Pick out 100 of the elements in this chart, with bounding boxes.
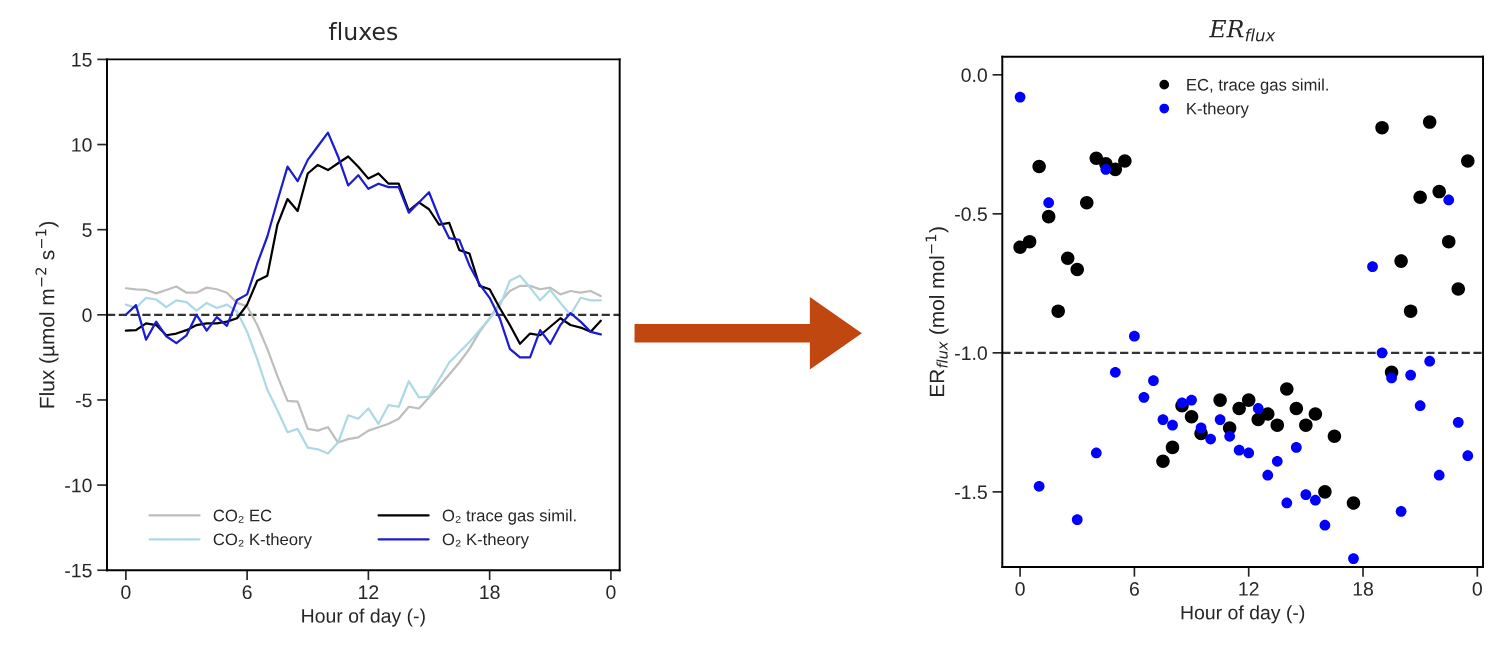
- y-tick-label: -1.0: [955, 346, 987, 361]
- point: [1213, 393, 1227, 407]
- point: [1167, 419, 1178, 431]
- x-tick-label: 6: [1129, 582, 1139, 596]
- y-tick-label: -1.5: [955, 485, 987, 500]
- legend-label: CO₂ EC: [213, 509, 272, 523]
- point: [1109, 366, 1121, 378]
- point: [1346, 496, 1361, 510]
- point: [1260, 407, 1275, 421]
- x-tick-label: 0: [1015, 582, 1025, 596]
- y-tick-label: 0.0: [961, 68, 987, 83]
- point: [1138, 391, 1150, 403]
- point: [1233, 444, 1245, 456]
- point: [1289, 401, 1304, 416]
- y-tick-label: 10: [72, 138, 92, 152]
- legend-label: O₂ trace gas simil.: [442, 509, 576, 525]
- point: [1090, 447, 1102, 459]
- point: [1118, 154, 1132, 168]
- point: [1270, 418, 1285, 432]
- point: [1348, 553, 1359, 564]
- chart-title: fluxes: [328, 22, 398, 41]
- point: [1100, 163, 1112, 175]
- point: [1156, 454, 1170, 469]
- point: [1022, 234, 1037, 249]
- point: [1376, 347, 1388, 359]
- line-series: [124, 131, 602, 359]
- line-series: [124, 155, 602, 345]
- point: [1165, 440, 1180, 455]
- point: [1424, 355, 1436, 367]
- point: [1462, 450, 1474, 462]
- point: [1367, 261, 1378, 273]
- point: [1299, 418, 1313, 432]
- legend-label: O₂ K-theory: [442, 533, 529, 549]
- chart-title: ER$_{flux}$: [1209, 20, 1276, 42]
- x-tick-label: 0: [606, 585, 616, 600]
- point: [1195, 422, 1207, 434]
- point: [1461, 154, 1475, 168]
- point: [1280, 382, 1294, 396]
- legend-label: K-theory: [1187, 102, 1249, 118]
- x-axis-title: Hour of day (-): [1181, 605, 1305, 624]
- point: [1080, 195, 1094, 210]
- point: [1319, 519, 1331, 531]
- point: [1243, 447, 1255, 459]
- x-tick-label: 18: [480, 585, 500, 600]
- point: [1310, 494, 1321, 506]
- x-tick-label: 6: [242, 585, 252, 600]
- point: [1394, 254, 1408, 268]
- point: [1252, 403, 1264, 414]
- point: [1452, 416, 1464, 428]
- y-tick-label: -15: [65, 563, 92, 578]
- point: [1441, 234, 1456, 249]
- point: [1432, 184, 1446, 199]
- point: [1318, 485, 1332, 499]
- x-tick-label: 12: [359, 585, 379, 599]
- point: [1176, 397, 1188, 409]
- point: [1157, 414, 1169, 425]
- point: [1129, 330, 1140, 342]
- point: [1184, 410, 1199, 424]
- x-tick-label: 18: [1353, 582, 1373, 596]
- point: [1405, 369, 1417, 381]
- point: [1041, 209, 1056, 224]
- point: [1413, 190, 1427, 204]
- y-tick-label: -10: [65, 478, 92, 493]
- point: [1422, 115, 1437, 129]
- point: [1300, 489, 1312, 501]
- point: [1241, 393, 1256, 407]
- point: [1386, 372, 1397, 384]
- y-tick-label: 0: [82, 308, 92, 323]
- legend-label: CO₂ K-theory: [213, 533, 312, 549]
- x-tick-label: 0: [1472, 582, 1482, 596]
- y-tick-label: -0.5: [955, 207, 987, 222]
- point: [1433, 469, 1445, 481]
- point: [1290, 442, 1302, 453]
- point: [1214, 414, 1226, 425]
- point: [1070, 262, 1085, 277]
- point: [1043, 197, 1055, 209]
- x-tick-label: 12: [1239, 582, 1259, 596]
- point: [1148, 375, 1159, 387]
- point: [1186, 394, 1197, 406]
- y-tick-label: 5: [82, 223, 92, 237]
- y-tick-label: -5: [75, 393, 92, 408]
- point: [1224, 430, 1236, 442]
- point: [1033, 480, 1045, 492]
- point: [1308, 407, 1323, 421]
- point: [1032, 159, 1046, 174]
- point: [1375, 120, 1389, 135]
- y-axis-title: ER$_{flux}$ (mol mol$^{−1}$): [925, 227, 949, 396]
- point: [1271, 455, 1283, 467]
- point: [1060, 251, 1075, 266]
- y-axis-title: Flux (µmol m$^{−2}$ s$^{−1}$): [35, 221, 59, 408]
- legend-label: EC, trace gas simil.: [1187, 78, 1328, 94]
- y-tick-label: 15: [72, 53, 92, 67]
- point: [1071, 514, 1083, 526]
- point: [1232, 401, 1246, 416]
- point: [1403, 304, 1418, 318]
- point: [1443, 194, 1455, 206]
- point: [1014, 91, 1026, 103]
- x-tick-label: 0: [121, 585, 131, 600]
- x-axis-title: Hour of day (-): [302, 608, 425, 627]
- point: [1281, 497, 1293, 509]
